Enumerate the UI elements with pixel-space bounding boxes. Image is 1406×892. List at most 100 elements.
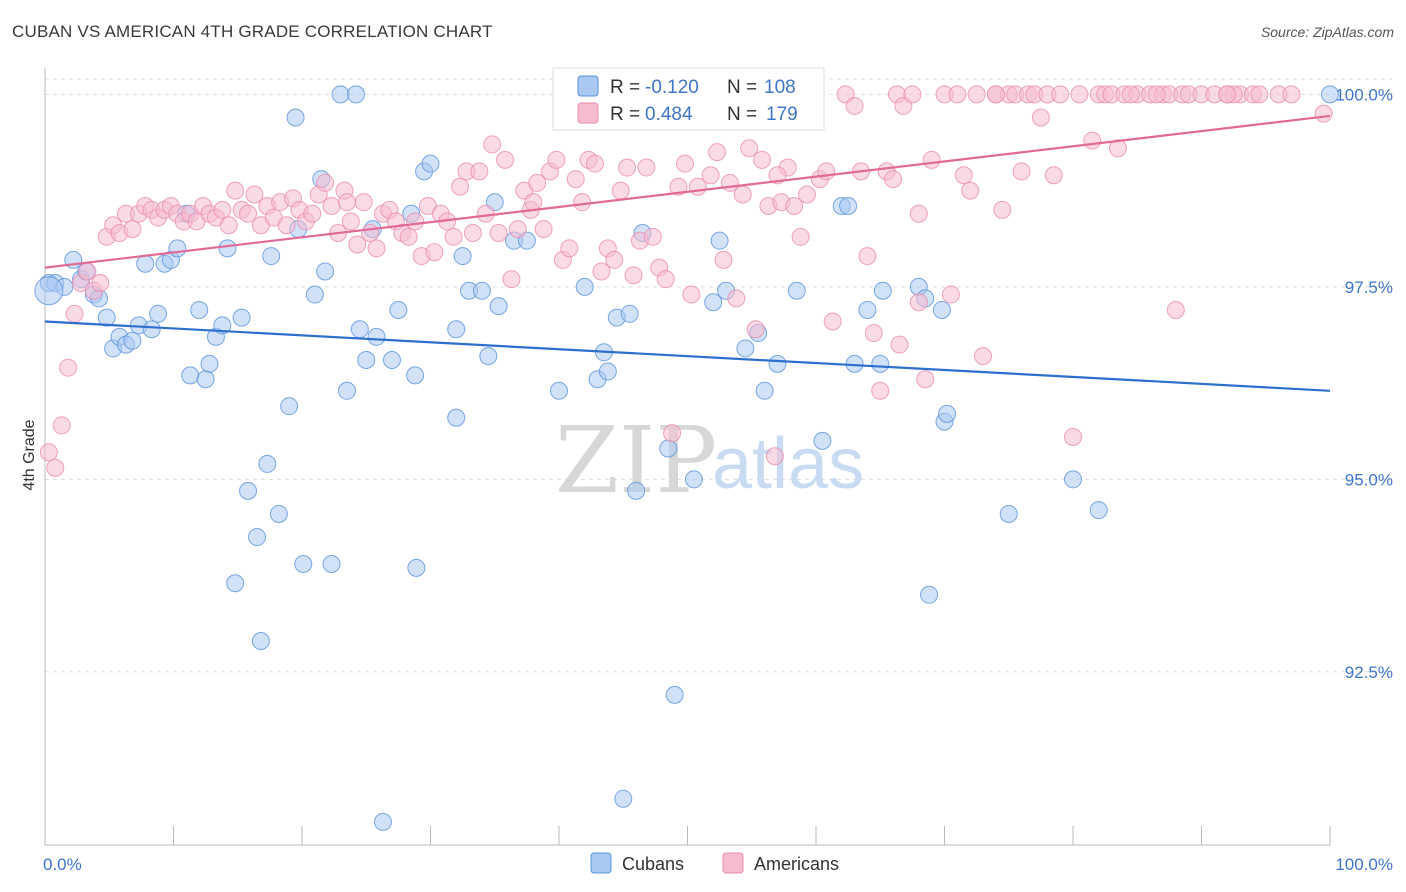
americans-point-60 (425, 243, 444, 262)
cubans-point-102 (938, 404, 957, 423)
americans-point-143 (993, 200, 1012, 219)
americans-point-146 (1012, 162, 1031, 181)
y-tick-label-3: 92.5% (1345, 663, 1393, 682)
series-legend: Cubans Americans (590, 852, 839, 874)
americans-point-109 (740, 139, 759, 158)
cubans-point-48 (357, 350, 376, 369)
americans-point-185 (909, 204, 928, 223)
americans-point-13 (123, 220, 142, 239)
cubans-point-73 (598, 362, 617, 381)
tick-labels: 100.0% 97.5% 95.0% 92.5% 0.0% 100.0% (43, 85, 1393, 874)
legend-r-value-cubans: -0.120 (645, 77, 699, 98)
cubans-point-44 (331, 85, 350, 104)
cubans-point-92 (839, 197, 858, 216)
americans-point-68 (476, 204, 495, 223)
cubans-point-42 (316, 262, 335, 281)
americans-point-179 (768, 166, 787, 185)
cubans-point-95 (871, 354, 890, 373)
cubans-point-15 (142, 320, 161, 339)
cubans-point-46 (346, 85, 365, 104)
cubans-point-100 (932, 300, 951, 319)
cubans-point-8 (97, 308, 116, 327)
americans-point-86 (592, 262, 611, 281)
americans-point-121 (817, 162, 836, 181)
americans-point-94 (643, 227, 662, 246)
americans-point-105 (714, 250, 733, 269)
americans-point-85 (585, 154, 604, 173)
cubans-point-47 (350, 320, 369, 339)
americans-point-73 (508, 220, 527, 239)
americans-point-128 (871, 381, 890, 400)
americans-point-108 (733, 185, 752, 204)
cubans-point-31 (248, 528, 267, 547)
y-tick-label-0: 100.0% (1335, 85, 1393, 104)
americans-point-72 (502, 270, 521, 289)
americans-point-49 (354, 193, 373, 212)
legend-n-value-cubans: 108 (764, 77, 796, 98)
cubans-point-106 (1321, 85, 1339, 104)
cubans-point-83 (710, 231, 729, 250)
cubans-point-61 (453, 247, 472, 266)
americans-point-90 (618, 158, 637, 177)
cubans-point-12 (123, 331, 142, 350)
americans-point-187 (986, 85, 1005, 104)
americans-points (39, 85, 1333, 477)
americans-point-56 (399, 227, 418, 246)
americans-point-88 (605, 250, 624, 269)
americans-point-186 (890, 335, 909, 354)
cubans-point-45 (337, 381, 356, 400)
cubans-point-55 (406, 366, 425, 385)
watermark: ZIP atlas (555, 407, 864, 514)
cubans-point-63 (472, 281, 491, 300)
cubans-point-26 (213, 316, 232, 335)
cubans-point-89 (787, 281, 806, 300)
americans-point-133 (909, 293, 928, 312)
americans-point-116 (785, 197, 804, 216)
americans-point-159 (1108, 139, 1127, 158)
americans-point-181 (961, 181, 980, 200)
americans-point-100 (682, 285, 701, 304)
americans-point-139 (954, 166, 973, 185)
americans-point-93 (637, 158, 656, 177)
cubans-point-43 (322, 555, 341, 574)
americans-point-3 (59, 358, 78, 377)
cubans-point-77 (627, 481, 646, 500)
cubans-point-34 (262, 247, 281, 266)
legend-swatch-cubans (577, 75, 599, 97)
legend-r-label-americans: R = (610, 104, 640, 125)
cubans-point-50 (367, 327, 386, 346)
cubans-point-14 (136, 254, 155, 273)
americans-point-104 (708, 143, 727, 162)
americans-point-152 (1051, 85, 1070, 104)
americans-point-64 (451, 177, 470, 196)
americans-point-118 (798, 185, 817, 204)
americans-point-67 (470, 162, 489, 181)
cubans-point-103 (999, 504, 1018, 523)
cubans-point-53 (389, 300, 408, 319)
grid-lines (45, 78, 1392, 673)
cubans-point-29 (232, 308, 251, 327)
americans-point-140 (967, 85, 986, 104)
americans-point-137 (941, 285, 960, 304)
americans-point-97 (663, 424, 682, 443)
cubans-point-30 (239, 481, 258, 500)
americans-point-41 (303, 204, 322, 223)
americans-point-51 (367, 239, 386, 258)
americans-point-155 (1083, 131, 1102, 150)
cubans-point-37 (286, 108, 305, 127)
americans-point-76 (528, 173, 547, 192)
americans-point-28 (219, 216, 238, 235)
americans-point-81 (560, 239, 579, 258)
americans-trend-line (44, 114, 1331, 269)
cubans-point-90 (813, 431, 832, 450)
americans-point-103 (701, 166, 720, 185)
cubans-point-75 (620, 304, 639, 323)
americans-point-47 (341, 212, 360, 231)
americans-point-63 (444, 227, 463, 246)
americans-point-182 (1147, 85, 1166, 104)
americans-point-98 (669, 177, 688, 196)
americans-point-141 (974, 347, 993, 366)
cubans-trend-line (44, 320, 1331, 392)
cubans-point-105 (1089, 501, 1108, 520)
chart-title: CUBAN VS AMERICAN 4TH GRADE CORRELATION … (12, 22, 493, 41)
